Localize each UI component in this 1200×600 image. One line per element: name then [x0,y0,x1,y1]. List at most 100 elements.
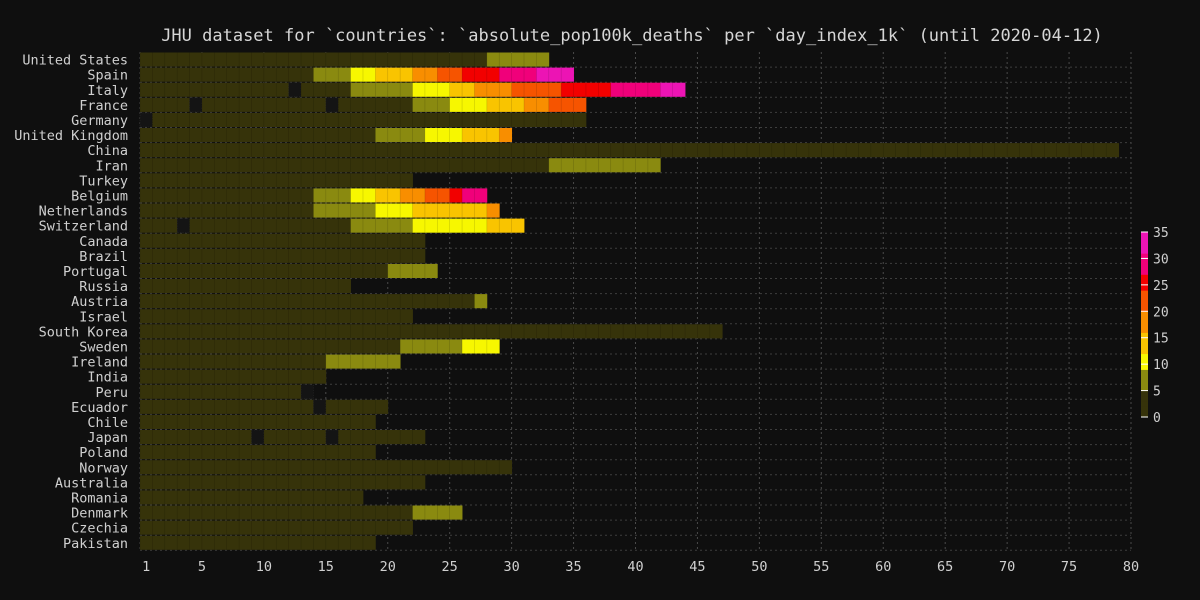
heatmap-cell [226,490,240,505]
heatmap-cell [486,218,500,233]
heatmap-cell [177,430,190,445]
heatmap-cell [251,414,265,429]
colorbar-segment [1141,274,1148,281]
heatmap-cell [462,203,475,218]
x-tick-label: 80 [1123,559,1139,575]
heatmap-cell [685,324,698,339]
heatmap-cell [697,324,711,339]
heatmap-cell [288,475,302,490]
heatmap-cell [524,97,537,112]
heatmap-cell [486,158,500,173]
heatmap-cell [424,324,438,339]
heatmap-cells [139,52,1120,550]
heatmap-cell [214,112,228,127]
heatmap-cell [325,445,339,460]
heatmap-cell [387,218,401,233]
colorbar-segment [1141,385,1148,392]
heatmap-cell [387,294,401,309]
heatmap-cell [474,218,488,233]
heatmap-cell [164,490,178,505]
heatmap-cell [858,143,872,158]
heatmap-cell [362,535,376,550]
heatmap-cell [251,475,265,490]
heatmap-cell [994,143,1008,158]
row-label: Japan [87,430,128,446]
heatmap-cell [226,112,240,127]
heatmap-cell [1056,143,1070,158]
heatmap-cell [338,354,351,369]
heatmap-cell [263,369,277,384]
heatmap-cell [239,535,252,550]
heatmap-cell [164,294,178,309]
heatmap-cell [164,52,178,67]
heatmap-cell [177,82,190,97]
heatmap-cell [325,294,339,309]
colorbar-segment [1141,263,1148,270]
heatmap-cell [325,339,339,354]
heatmap-cell [164,505,178,520]
heatmap-cell [474,158,488,173]
heatmap-cell [301,233,314,248]
heatmap-cell [214,158,228,173]
heatmap-cell [263,143,277,158]
heatmap-cell [350,203,364,218]
heatmap-cell [201,309,215,324]
heatmap-cell [400,475,413,490]
heatmap-cell [325,309,339,324]
heatmap-cell [251,128,265,143]
heatmap-cell [412,52,426,67]
heatmap-cell [177,505,190,520]
heatmap-cell [375,505,389,520]
heatmap-cell [511,218,525,233]
heatmap-cell [226,67,240,82]
heatmap-cell [338,445,351,460]
heatmap-cell [350,233,364,248]
heatmap-cell [325,67,339,82]
heatmap-cell [635,324,649,339]
heatmap-cell [263,460,277,475]
heatmap-cell [400,97,413,112]
heatmap-cell [164,384,178,399]
heatmap-cell [325,279,339,294]
heatmap-cell [201,324,215,339]
heatmap-cell [288,52,302,67]
heatmap-cell [610,158,624,173]
row-label: Spain [87,68,128,84]
heatmap-cell [362,67,376,82]
x-tick-label: 10 [256,559,272,575]
heatmap-cell [313,248,327,263]
heatmap-cell [375,430,389,445]
heatmap-cell [697,143,711,158]
x-axis-ticks: 1 5 10 15 20 25 30 35 40 45 50 55 60 65 70 75 80 [142,559,1139,575]
heatmap-cell [325,324,339,339]
heatmap-cell [400,143,413,158]
heatmap-cell [226,294,240,309]
heatmap-cell [325,248,339,263]
colorbar-segment [1141,364,1148,370]
heatmap-cell [524,324,537,339]
heatmap-cell [362,188,376,203]
heatmap-cell [239,430,252,445]
heatmap-cell [251,324,265,339]
heatmap-cell [189,475,203,490]
heatmap-cell [387,143,401,158]
heatmap-cell [511,143,525,158]
heatmap-cell [288,535,302,550]
heatmap-cell [412,505,426,520]
heatmap-cell [214,52,228,67]
heatmap-cell [437,112,451,127]
heatmap-cell [239,414,252,429]
heatmap-cell [338,475,351,490]
colorbar-tick-label: 5 [1153,385,1161,400]
heatmap-cell [288,203,302,218]
heatmap-cell [263,52,277,67]
heatmap-cell [263,339,277,354]
heatmap-cell [387,67,401,82]
heatmap-cell [536,158,550,173]
colorbar-tick-label: 30 [1153,252,1169,267]
heatmap-cell [251,445,265,460]
heatmap-cell [536,82,550,97]
colorbar-segment [1141,290,1148,296]
heatmap-cell [140,430,153,445]
heatmap-cell [313,324,327,339]
